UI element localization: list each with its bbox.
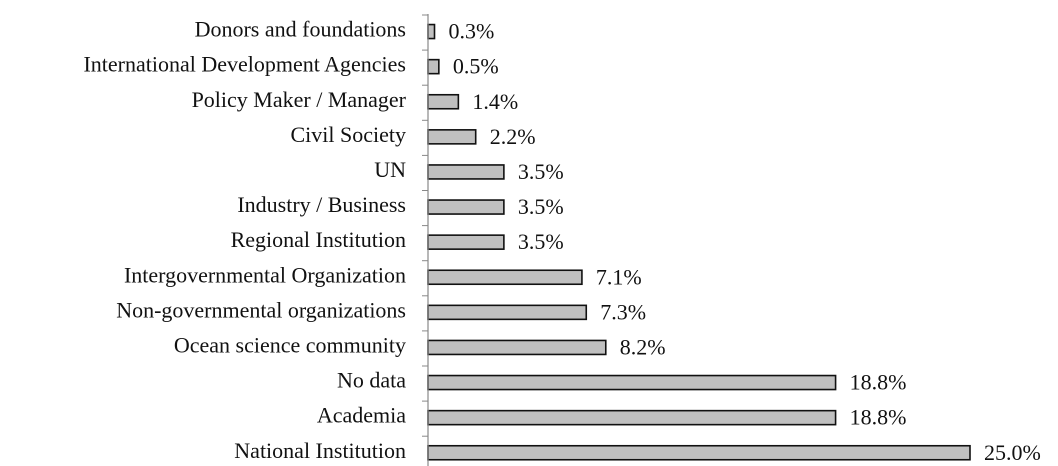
y-tick-label: Policy Maker / Manager: [192, 87, 407, 112]
bar: [427, 129, 477, 145]
bar: [427, 234, 505, 250]
y-tick-label: Ocean science community: [174, 332, 406, 357]
bar: [427, 444, 971, 461]
value-label: 18.8%: [850, 405, 907, 430]
bar: [427, 58, 440, 75]
value-label: 7.1%: [596, 264, 642, 289]
y-tick-label: International Development Agencies: [83, 52, 406, 77]
y-tick-label: UN: [374, 157, 406, 182]
y-tick-label: Intergovernmental Organization: [124, 262, 406, 287]
y-tick-label: Non-governmental organizations: [116, 297, 406, 322]
y-tick-label: No data: [337, 368, 406, 393]
bar: [427, 93, 460, 110]
value-label: 3.5%: [518, 194, 564, 219]
y-tick-label: Donors and foundations: [195, 17, 406, 42]
value-label: 1.4%: [472, 89, 518, 114]
bar: [427, 199, 505, 215]
y-tick-label: Civil Society: [291, 122, 407, 147]
bar: [427, 304, 588, 321]
value-label: 3.5%: [518, 229, 564, 254]
y-tick-label: Industry / Business: [237, 192, 406, 217]
y-tick-label: National Institution: [234, 438, 406, 463]
bar: [427, 374, 837, 391]
value-label: 25.0%: [984, 440, 1041, 465]
value-label: 0.5%: [453, 54, 499, 79]
bar: [427, 409, 837, 426]
bar: [427, 269, 583, 286]
y-tick-label: Regional Institution: [231, 227, 406, 252]
value-label: 8.2%: [620, 334, 666, 359]
bar: [427, 164, 505, 180]
y-tick-label: Academia: [317, 403, 406, 428]
value-label: 3.5%: [518, 159, 564, 184]
value-label: 2.2%: [490, 124, 536, 149]
bar: [427, 23, 436, 40]
value-label: 0.3%: [449, 19, 495, 44]
value-label: 7.3%: [600, 299, 646, 324]
value-label: 18.8%: [850, 370, 907, 395]
bar: [427, 339, 607, 356]
